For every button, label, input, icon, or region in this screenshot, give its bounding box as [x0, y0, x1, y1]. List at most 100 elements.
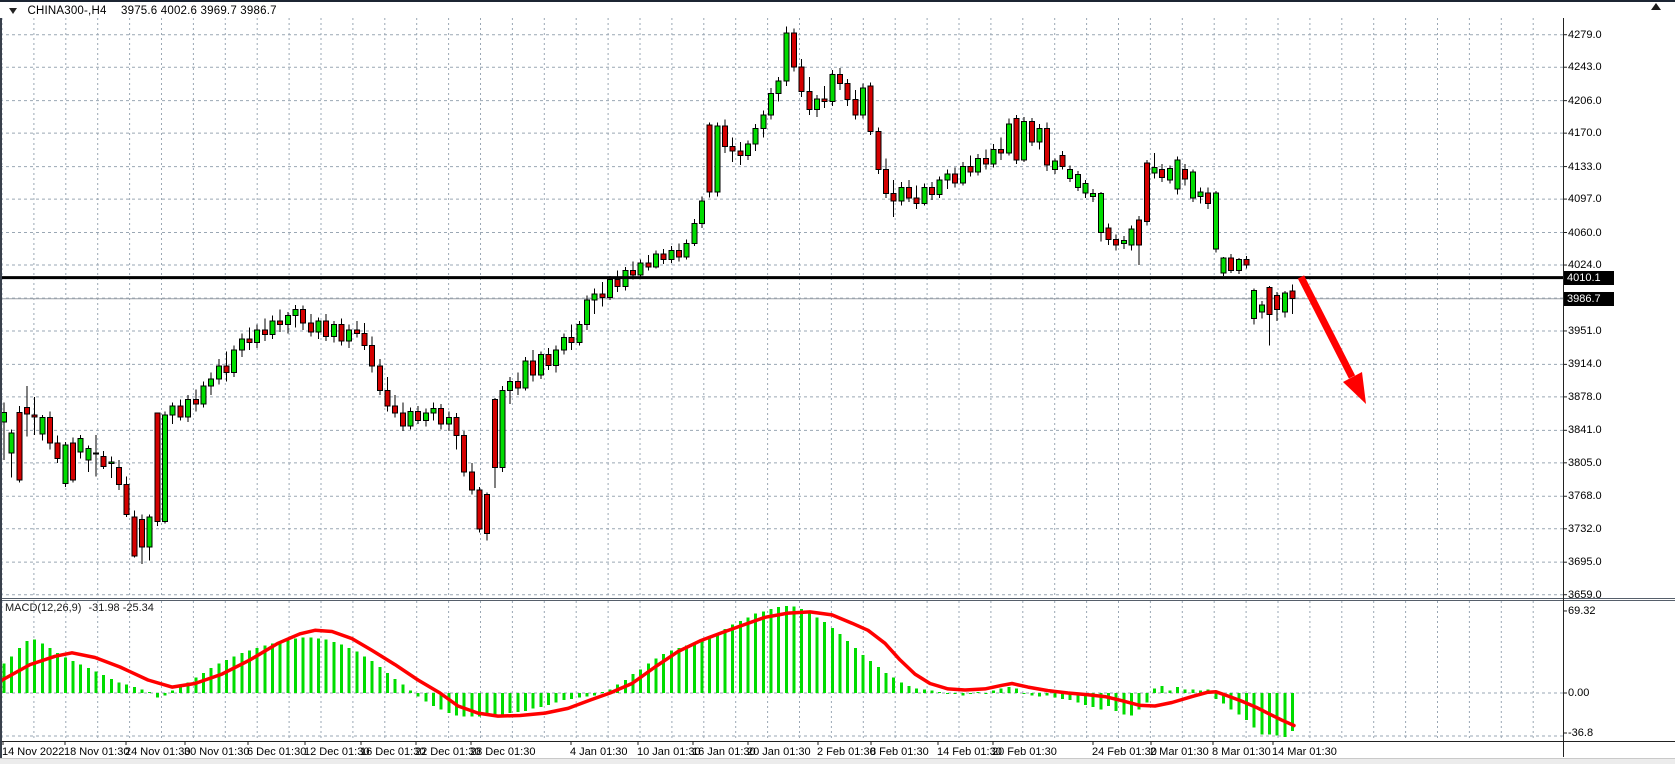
candle-bear	[70, 442, 77, 481]
candle-bear	[438, 408, 445, 425]
candle-bull	[1021, 120, 1028, 161]
candle-bull	[1120, 240, 1127, 244]
candle-bull	[185, 399, 192, 418]
candle-bear	[883, 168, 890, 195]
candle-bear	[1044, 128, 1051, 166]
candle-bull	[1036, 128, 1043, 143]
price-axis-label: 4133.0	[1568, 160, 1602, 173]
candle-bear	[1136, 219, 1143, 246]
candle-bear	[24, 407, 31, 415]
candle-bear	[837, 73, 844, 84]
symbol-dropdown-icon[interactable]	[9, 7, 17, 14]
macd-bar	[685, 645, 689, 693]
candle-bull	[683, 242, 690, 258]
macd-bar	[669, 650, 673, 693]
candle-bull	[254, 329, 261, 344]
price-axis-label: 3659.0	[1568, 588, 1602, 601]
candle-bear	[261, 329, 268, 336]
trend-arrow-shaft[interactable]	[1297, 275, 1356, 379]
candle-bear	[323, 320, 330, 337]
candle-bull	[814, 98, 821, 111]
candle-bull	[990, 148, 997, 165]
macd-bar	[1053, 693, 1057, 698]
candle-bear	[614, 278, 621, 288]
macd-bar	[378, 666, 382, 693]
macd-bar	[493, 693, 497, 716]
time-axis-label: 14 Nov 2022	[2, 746, 65, 758]
candle-bear	[1289, 290, 1296, 300]
candle-bear	[929, 186, 936, 196]
candle-bear	[1182, 168, 1189, 180]
macd-bar	[800, 608, 804, 693]
price-axis-label: 4170.0	[1568, 127, 1602, 140]
candle-bear	[629, 269, 636, 276]
candle-bull	[936, 179, 943, 196]
macd-bar	[56, 652, 60, 693]
time-axis-label: 6 Dec 01:30	[247, 746, 307, 758]
macd-bar	[984, 693, 988, 695]
macd-bar	[516, 693, 520, 712]
price-axis-label: 4024.0	[1568, 259, 1602, 272]
macd-bar	[1037, 693, 1041, 697]
time-axis-label: 20 Feb 01:30	[992, 746, 1057, 758]
bid-price-badge: 3986.7	[1564, 291, 1614, 306]
candle-bear	[384, 390, 391, 407]
macd-bar	[853, 648, 857, 693]
price-axis-label: 3695.0	[1568, 556, 1602, 569]
macd-bar	[662, 653, 666, 693]
macd-bar	[94, 671, 98, 693]
macd-bar	[838, 633, 842, 693]
macd-bar	[40, 643, 44, 693]
macd-bar	[754, 613, 758, 693]
macd-bar	[309, 637, 313, 693]
candle-bear	[1013, 118, 1020, 161]
macd-name: MACD(12,26,9)	[5, 602, 82, 614]
macd-bar	[485, 693, 489, 716]
candle-bull	[898, 186, 905, 202]
candle-bear	[1059, 155, 1066, 168]
candle-bull	[1067, 168, 1074, 179]
macd-bar	[815, 617, 819, 693]
macd-bar	[232, 656, 236, 693]
candle-bull	[775, 80, 782, 94]
macd-bar	[1022, 693, 1026, 695]
macd-bar	[240, 652, 244, 693]
candle-bear	[1113, 239, 1120, 246]
candle-bear	[177, 405, 184, 418]
time-axis-label: 28 Dec 01:30	[470, 746, 536, 758]
macd-bar	[163, 693, 167, 696]
time-axis-label: 22 Dec 01:30	[415, 746, 481, 758]
macd-bar	[1114, 693, 1118, 711]
candle-bear	[1159, 168, 1166, 178]
macd-bar	[539, 693, 543, 708]
macd-bar	[531, 693, 535, 709]
macd-bar	[1260, 693, 1264, 735]
candle-bull	[1128, 228, 1135, 246]
candle-bull	[62, 444, 69, 485]
candle-bull	[1, 411, 7, 423]
macd-bar	[1275, 693, 1279, 736]
macd-bar	[899, 682, 903, 693]
candle-bear	[338, 324, 345, 342]
candlestick-series	[1, 26, 1296, 564]
candle-bull	[422, 412, 429, 421]
macd-bar	[462, 693, 466, 717]
macd-bar	[255, 648, 259, 693]
candle-bull	[1220, 257, 1227, 274]
candle-bull	[1174, 159, 1181, 190]
candle-bull	[200, 385, 207, 405]
candle-bull	[292, 308, 299, 317]
macd-bar	[938, 691, 942, 693]
macd-bar	[1099, 693, 1103, 710]
candle-bear	[116, 466, 123, 486]
trend-arrow-head[interactable]	[1343, 372, 1366, 404]
price-axis-label: 3805.0	[1568, 456, 1602, 469]
macd-bar	[217, 663, 221, 693]
candle-bull	[8, 432, 15, 454]
candle-bear	[376, 365, 383, 392]
candle-bull	[407, 410, 414, 427]
macd-bar	[692, 643, 696, 693]
candle-bull	[1189, 171, 1196, 199]
candle-bull	[860, 87, 867, 116]
